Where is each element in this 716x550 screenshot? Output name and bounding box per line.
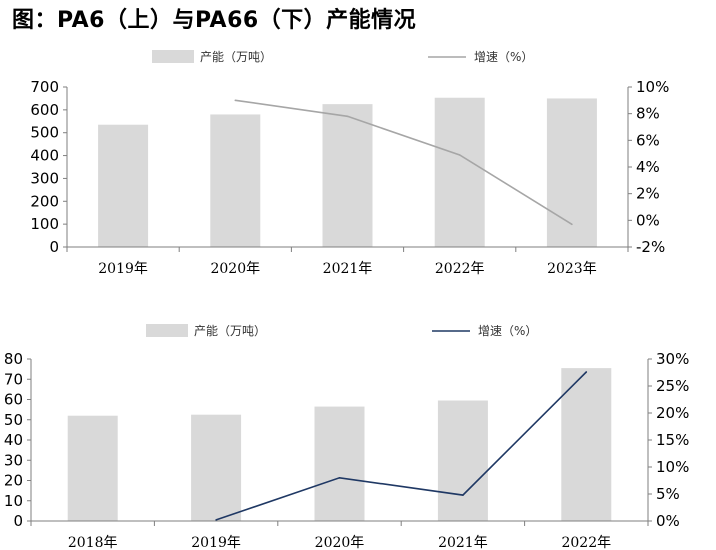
x-tick-label: 2021年	[438, 535, 488, 550]
bar	[67, 415, 118, 521]
bar	[314, 406, 365, 521]
right-tick-label: 5%	[656, 485, 680, 503]
growth-point	[585, 371, 588, 373]
right-tick-label: 0%	[656, 512, 680, 530]
growth-line	[215, 371, 587, 521]
left-tick-label: 50	[4, 411, 23, 429]
left-tick-label: 60	[4, 391, 23, 409]
growth-point	[571, 223, 573, 226]
legend-line-label: 增速（%）	[474, 50, 533, 64]
bar	[546, 98, 597, 247]
bar	[322, 104, 373, 248]
right-tick-label: 30%	[656, 350, 689, 368]
bar	[210, 114, 261, 247]
left-tick-label: 40	[4, 431, 23, 449]
left-tick-label: 80	[4, 350, 23, 368]
left-tick-label: 0	[49, 238, 59, 256]
right-tick-label: 20%	[656, 404, 689, 422]
bar	[98, 124, 149, 247]
left-tick-label: 200	[30, 192, 59, 210]
x-tick-label: 2021年	[323, 261, 373, 277]
left-tick-label: 0	[13, 512, 23, 530]
bar	[561, 368, 612, 521]
growth-point	[462, 494, 464, 496]
legend-bar-label: 产能（万吨）	[194, 324, 266, 338]
bar	[191, 414, 242, 521]
legend-bar-swatch	[152, 50, 194, 63]
growth-point	[458, 154, 461, 156]
x-tick-label: 2020年	[315, 535, 365, 550]
right-tick-label: 6%	[636, 131, 660, 149]
growth-point	[338, 477, 341, 479]
left-tick-label: 70	[4, 370, 23, 388]
left-tick-label: 30	[4, 451, 23, 469]
growth-point	[234, 99, 237, 102]
left-tick-label: 100	[30, 215, 59, 233]
left-tick-label: 20	[4, 472, 23, 490]
figure-title: 图：PA6（上）与PA66（下）产能情况	[12, 8, 417, 33]
left-tick-label: 300	[30, 169, 59, 187]
left-tick-label: 10	[4, 492, 23, 510]
legend-line-label: 增速（%）	[478, 324, 537, 338]
right-tick-label: 2%	[636, 185, 660, 203]
right-tick-label: 4%	[636, 158, 660, 176]
growth-point	[215, 519, 217, 521]
x-tick-label: 2023年	[547, 261, 597, 277]
right-tick-label: 10%	[636, 78, 669, 96]
right-tick-label: 25%	[656, 377, 689, 395]
x-tick-label: 2020年	[210, 261, 260, 277]
pa6-capacity-chart: 产能（万吨） 增速（%） 0 100 200 300 400 500 600 700 -2% 0% 2%…	[30, 50, 669, 277]
right-tick-label: 0%	[636, 211, 660, 229]
x-tick-label: 2019年	[191, 535, 241, 550]
left-tick-label: 600	[30, 101, 59, 119]
right-tick-label: 8%	[636, 105, 660, 123]
x-tick-label: 2022年	[435, 261, 485, 277]
right-tick-label: -2%	[636, 238, 665, 256]
bar	[437, 400, 488, 521]
growth-line	[235, 99, 573, 225]
bar	[434, 97, 485, 247]
growth-point	[346, 115, 349, 118]
x-tick-label: 2019年	[98, 261, 148, 277]
left-tick-label: 700	[30, 78, 59, 96]
x-tick-label: 2018年	[68, 535, 118, 550]
legend-bar-swatch	[146, 324, 188, 337]
left-tick-label: 400	[30, 147, 59, 165]
legend-bar-label: 产能（万吨）	[200, 50, 272, 64]
x-tick-label: 2022年	[561, 535, 611, 550]
left-tick-label: 500	[30, 124, 59, 142]
right-tick-label: 10%	[656, 458, 689, 476]
right-tick-label: 15%	[656, 431, 689, 449]
